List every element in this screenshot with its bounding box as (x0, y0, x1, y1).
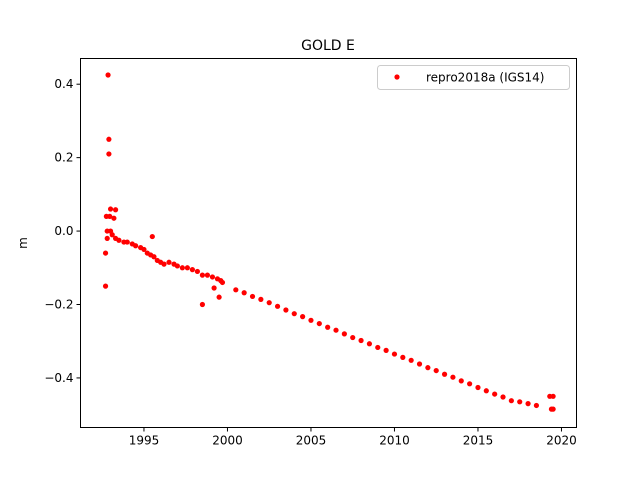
plot-area-frame (80, 58, 577, 428)
x-tick-label: 2015 (463, 434, 494, 448)
data-point (109, 232, 115, 238)
data-point (102, 283, 109, 289)
data-point (274, 303, 281, 309)
data-point (241, 290, 247, 296)
data-point (375, 344, 381, 351)
data-point (105, 72, 111, 78)
y-tick-label: −0.2 (44, 298, 73, 312)
data-point (383, 347, 389, 353)
data-point (425, 365, 431, 371)
data-point (283, 307, 289, 313)
data-point (500, 394, 506, 400)
data-point (450, 374, 456, 380)
data-point (291, 311, 297, 317)
data-point (149, 233, 155, 240)
data-point (174, 263, 180, 269)
data-point (391, 351, 398, 357)
data-point (550, 406, 556, 412)
data-point (249, 293, 256, 300)
data-point (408, 357, 414, 363)
legend: repro2018a (IGS14) (377, 65, 570, 90)
y-axis-label: m (16, 237, 30, 249)
data-point (106, 136, 112, 142)
legend-box (377, 65, 570, 90)
data-point (341, 331, 347, 337)
data-point (350, 334, 356, 341)
data-point (179, 265, 185, 271)
chart-title: GOLD E (301, 38, 355, 54)
data-point (483, 388, 489, 394)
data-point (107, 213, 113, 219)
data-point (219, 279, 226, 286)
data-point (300, 314, 306, 320)
data-point (104, 235, 110, 242)
data-point (416, 361, 423, 367)
data-point (133, 243, 139, 249)
x-tick-label: 1995 (129, 434, 160, 448)
data-point (517, 399, 523, 405)
data-point (124, 239, 130, 245)
legend-marker (394, 74, 400, 80)
data-point (325, 324, 331, 330)
data-point (258, 296, 264, 302)
data-point (102, 250, 109, 256)
data-point (366, 341, 373, 347)
data-point (141, 246, 147, 253)
data-point (199, 301, 206, 308)
data-point (184, 265, 190, 271)
data-point (112, 207, 119, 213)
data-point (116, 237, 122, 243)
data-point (550, 393, 556, 399)
data-point (211, 285, 217, 291)
data-point (151, 254, 157, 260)
data-point (266, 300, 272, 306)
data-point (233, 287, 239, 293)
data-point (111, 215, 117, 221)
data-point (533, 402, 540, 409)
data-point (194, 268, 201, 275)
data-point (433, 367, 439, 374)
x-tick-label: 2020 (546, 434, 577, 448)
data-point (189, 267, 195, 273)
data-point (216, 294, 222, 300)
data-point (441, 371, 448, 377)
legend-label: repro2018a (IGS14) (426, 71, 544, 85)
data-point (458, 378, 464, 384)
data-point (475, 384, 481, 391)
data-point (308, 317, 314, 323)
data-point (525, 401, 531, 407)
data-point (467, 381, 473, 387)
data-point (492, 391, 498, 397)
data-point (400, 354, 406, 360)
data-point (161, 261, 167, 267)
data-point (316, 320, 322, 327)
y-tick-label: 0.2 (54, 151, 73, 165)
data-point (106, 151, 112, 157)
data-point (358, 337, 364, 344)
x-tick-label: 2000 (212, 434, 243, 448)
data-point (107, 206, 114, 212)
y-tick-label: −0.4 (44, 371, 73, 385)
x-tick-label: 2010 (379, 434, 410, 448)
data-point (199, 272, 206, 278)
data-point (204, 272, 211, 278)
data-point (166, 259, 172, 265)
data-point (209, 274, 216, 280)
y-tick-label: 0.0 (54, 224, 73, 238)
x-tick-label: 2005 (296, 434, 327, 448)
y-tick-label: 0.4 (54, 77, 73, 91)
data-point (333, 327, 339, 333)
data-point (508, 398, 514, 404)
